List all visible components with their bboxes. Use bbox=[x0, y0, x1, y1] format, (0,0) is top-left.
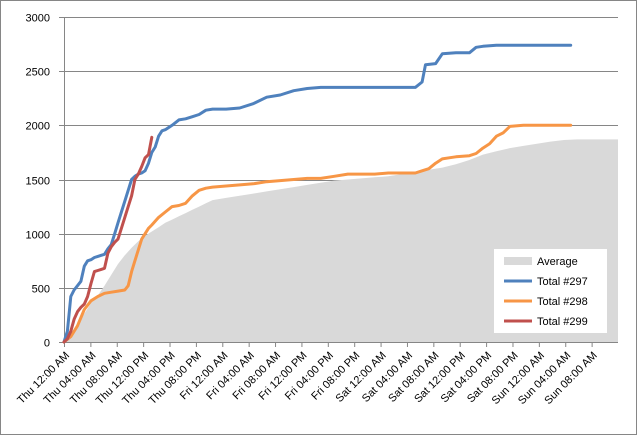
y-tick-label: 1500 bbox=[26, 176, 50, 188]
y-tick-label: 3000 bbox=[26, 13, 50, 25]
legend-label: Average bbox=[537, 256, 578, 268]
series-line-total-298 bbox=[62, 123, 573, 344]
legend-label: Total #297 bbox=[537, 276, 588, 288]
y-tick-label: 500 bbox=[32, 284, 50, 296]
legend-label: Total #298 bbox=[537, 296, 588, 308]
series-line-total-299 bbox=[62, 135, 154, 344]
series-line-total-297 bbox=[62, 43, 573, 344]
legend-swatch-area bbox=[504, 257, 532, 265]
y-tick-label: 1000 bbox=[26, 230, 50, 242]
area-series-layer bbox=[64, 139, 618, 342]
y-tick-label: 2500 bbox=[26, 67, 50, 79]
y-tick-label: 2000 bbox=[26, 121, 50, 133]
y-tick-label: 0 bbox=[44, 338, 50, 350]
line-series-layer bbox=[62, 43, 573, 344]
axes bbox=[64, 17, 618, 347]
series-area-average bbox=[64, 139, 618, 342]
legend: Average Total #297 Total #298 Total #299 bbox=[494, 249, 607, 333]
y-tick-labels: 0 500 1000 1500 2000 2500 3000 bbox=[26, 13, 50, 350]
legend-label: Total #299 bbox=[537, 316, 588, 328]
